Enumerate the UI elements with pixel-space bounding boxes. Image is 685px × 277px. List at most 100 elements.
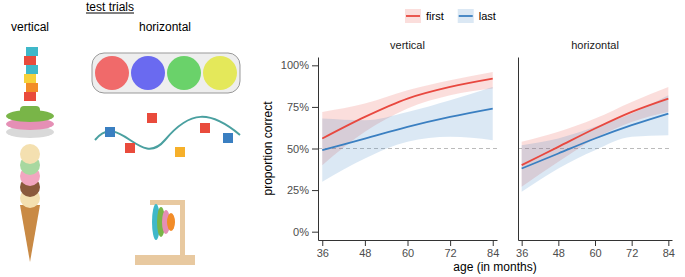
tick-label: 100% — [281, 59, 309, 71]
string — [95, 117, 240, 149]
tick-mark — [312, 190, 318, 191]
tick-label: 60 — [402, 247, 414, 259]
tick: 50% — [287, 143, 318, 155]
x-axis-title: age (in months) — [453, 260, 536, 274]
x-axis: 36 48 60 72 84 — [317, 240, 500, 259]
block — [26, 47, 38, 56]
plot-area — [518, 87, 672, 192]
x-axis: 36 48 60 72 84 — [516, 240, 675, 259]
y-axis-title: proportion correct — [261, 101, 275, 196]
tick-label: 72 — [444, 247, 456, 259]
legend-label: first — [426, 10, 444, 22]
tick-mark — [312, 232, 318, 233]
legend: first last — [405, 9, 496, 23]
tick-label: 25% — [287, 184, 309, 196]
legend-key — [405, 9, 421, 23]
tick: 0% — [293, 226, 318, 238]
tube — [92, 53, 240, 93]
bead — [105, 127, 115, 137]
y-axis: 0% 25% 50% 75% 100% — [281, 58, 319, 241]
hat-crown — [20, 106, 40, 116]
ball — [95, 56, 129, 90]
tick-mark — [595, 240, 596, 246]
tick-mark — [322, 240, 323, 246]
confidence-band — [522, 95, 669, 191]
tick-label: 48 — [553, 247, 565, 259]
cone — [20, 205, 40, 262]
tick-mark — [365, 240, 366, 246]
legend-label: last — [479, 10, 496, 22]
panel-title: vertical — [390, 39, 425, 51]
block — [26, 65, 38, 74]
scoop — [20, 144, 40, 164]
bead — [175, 147, 185, 157]
tick-label: 50% — [287, 143, 309, 155]
tick: 60 — [402, 240, 414, 259]
tick-mark — [312, 149, 318, 150]
tick-label: 84 — [487, 247, 499, 259]
heading-underline — [86, 13, 134, 14]
plot-area — [318, 72, 497, 182]
pole — [180, 200, 185, 255]
panel-title: horizontal — [571, 39, 619, 51]
image-label: vertical — [11, 20, 49, 34]
ring — [167, 213, 175, 231]
block — [24, 56, 36, 65]
tick: 100% — [281, 59, 318, 71]
series-line — [322, 109, 492, 151]
panel: vertical 36 48 60 72 84 0% 25% 50% 75% 100% — [281, 39, 500, 259]
figure: test trials vertical horizontal vertical 36 4… — [0, 0, 685, 277]
tick-label: 36 — [516, 247, 528, 259]
tick-mark — [312, 65, 318, 66]
tick: 84 — [663, 240, 675, 259]
legend-item: last — [458, 9, 496, 23]
illustrations: test trials vertical horizontal — [6, 0, 240, 265]
tick-mark — [668, 240, 669, 246]
axis-line — [318, 58, 319, 241]
block — [24, 74, 36, 83]
legend-swatch — [459, 15, 473, 17]
tick: 72 — [626, 240, 638, 259]
tick: 36 — [317, 240, 329, 259]
tick: 60 — [589, 240, 601, 259]
arm — [150, 200, 185, 205]
ball — [167, 56, 201, 90]
tick-label: 75% — [287, 101, 309, 113]
series-line — [522, 114, 669, 169]
tick: 48 — [553, 240, 565, 259]
legend-swatch — [406, 15, 420, 17]
axis-line — [518, 58, 519, 241]
series-line — [322, 79, 492, 139]
block — [24, 92, 36, 101]
block — [26, 83, 38, 92]
tick-mark — [632, 240, 633, 246]
bead — [147, 113, 157, 123]
legend-key — [458, 9, 474, 23]
tick-label: 84 — [663, 247, 675, 259]
tick-label: 0% — [293, 226, 309, 238]
y-axis — [518, 58, 519, 241]
tick-mark — [450, 240, 451, 246]
tick: 75% — [287, 101, 318, 113]
tick-label: 60 — [589, 247, 601, 259]
bead — [223, 133, 233, 143]
ball — [131, 56, 165, 90]
base — [135, 255, 195, 265]
tick-mark — [522, 240, 523, 246]
tick-mark — [312, 107, 318, 108]
bead — [200, 123, 210, 133]
tick-label: 36 — [317, 247, 329, 259]
tick: 72 — [444, 240, 456, 259]
tick-label: 72 — [626, 247, 638, 259]
heading: test trials — [86, 0, 134, 14]
tick-mark — [493, 240, 494, 246]
tick: 25% — [287, 184, 318, 196]
tick: 36 — [516, 240, 528, 259]
ball — [203, 56, 237, 90]
legend-item: first — [405, 9, 444, 23]
series-line — [522, 99, 669, 166]
image-label: horizontal — [139, 20, 191, 34]
tick-mark — [408, 240, 409, 246]
panel: horizontal 36 48 60 72 84 — [516, 39, 675, 259]
tick: 48 — [359, 240, 371, 259]
